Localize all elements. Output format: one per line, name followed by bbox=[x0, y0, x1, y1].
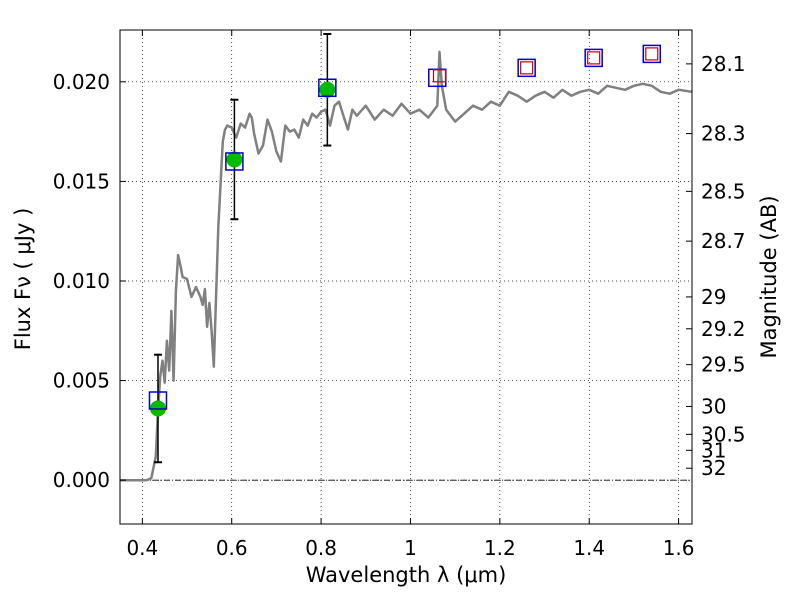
template-photometry-square bbox=[520, 61, 534, 75]
x-tick-label: 1.6 bbox=[663, 536, 695, 560]
template-photometry-square bbox=[645, 47, 659, 61]
magnitude-tick-label: 28.5 bbox=[701, 179, 746, 203]
spectrum-line bbox=[120, 50, 693, 482]
template-photometry-markers bbox=[432, 47, 659, 83]
x-tick-label: 1.2 bbox=[484, 536, 516, 560]
grid bbox=[120, 30, 692, 524]
model-photometry-markers bbox=[148, 44, 662, 410]
magnitude-tick-label: 31 bbox=[701, 438, 726, 462]
magnitude-tick-label: 29 bbox=[701, 285, 726, 309]
x-tick-labels: 0.4 0.6 0.8 1 1.2 1.4 1.6 bbox=[126, 536, 694, 560]
model-photometry-square bbox=[584, 48, 603, 68]
magnitude-tick-label: 28.3 bbox=[701, 122, 746, 146]
observed-point bbox=[319, 81, 336, 98]
y-tick-labels: 0.000 0.005 0.010 0.015 0.020 bbox=[53, 70, 110, 492]
error-bars bbox=[153, 32, 332, 464]
model-photometry-square bbox=[318, 78, 337, 98]
magnitude-tick-label: 29.5 bbox=[701, 353, 746, 377]
model-photometry-square bbox=[642, 44, 662, 64]
axis-ticks bbox=[120, 30, 692, 524]
x-tick-label: 1 bbox=[404, 536, 417, 560]
model-photometry-square bbox=[148, 391, 168, 410]
x-tick-label: 0.8 bbox=[305, 536, 337, 560]
magnitude-axis-title: Magnitude (AB) bbox=[757, 195, 781, 358]
magnitude-tick-label: 32 bbox=[701, 456, 726, 480]
x-tick-label: 0.4 bbox=[126, 536, 158, 560]
x-tick-label: 0.6 bbox=[216, 536, 248, 560]
template-spectrum bbox=[120, 50, 693, 482]
y-tick-label: 0.010 bbox=[53, 269, 110, 293]
y-axis-title: Flux Fν ( μJy ) bbox=[11, 208, 35, 351]
x-axis-title: Wavelength λ (μm) bbox=[306, 563, 507, 587]
model-photometry-square bbox=[517, 58, 536, 78]
model-photometry-square bbox=[225, 152, 244, 171]
plot-frame bbox=[119, 29, 693, 525]
template-photometry-square bbox=[587, 51, 601, 65]
y-tick-label: 0.020 bbox=[53, 70, 110, 94]
observed-point bbox=[226, 151, 243, 168]
observed-points bbox=[149, 81, 336, 417]
y-tick-label: 0.015 bbox=[53, 169, 110, 193]
magnitude-tick-label: 30.5 bbox=[701, 422, 746, 446]
y-tick-label: 0.000 bbox=[53, 468, 110, 492]
magnitude-tick-label: 28.1 bbox=[701, 52, 746, 76]
x-tick-label: 1.4 bbox=[573, 536, 605, 560]
magnitude-tick-label: 30 bbox=[701, 394, 726, 418]
magnitude-tick-label: 28.7 bbox=[701, 229, 746, 253]
magnitude-tick-label: 29.2 bbox=[701, 317, 746, 341]
y-tick-label: 0.005 bbox=[53, 369, 110, 393]
template-photometry-square bbox=[432, 69, 447, 83]
